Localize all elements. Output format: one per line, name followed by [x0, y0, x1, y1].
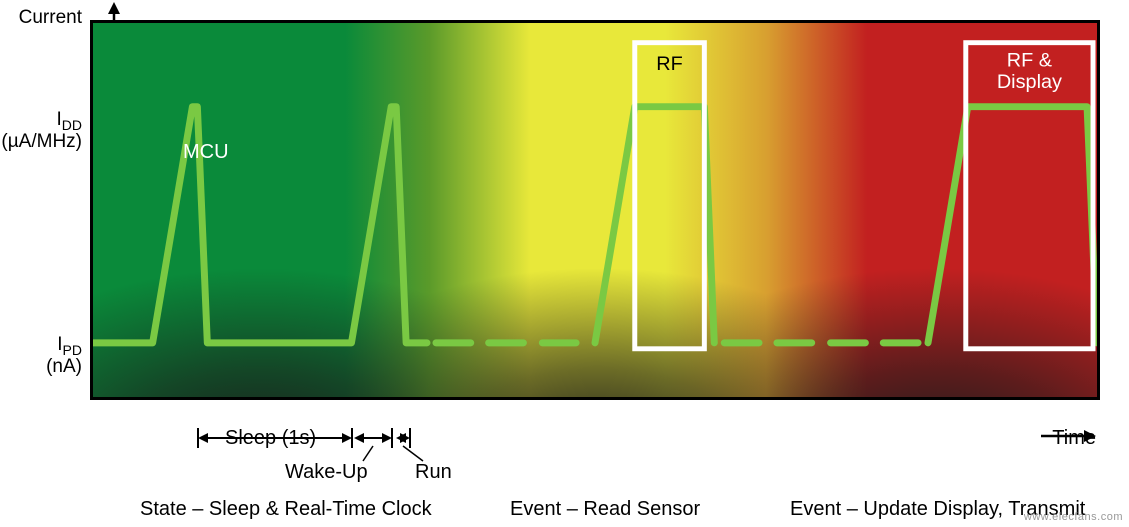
caption-sensor: Event – Read Sensor: [510, 498, 700, 521]
diagram-container: Current IDD (µA/MHz) IPD (nA) RF RF &Disp…: [0, 0, 1129, 527]
sleep-label: Sleep (1s): [225, 427, 316, 450]
y-axis-title: Current: [19, 7, 82, 28]
ipd-unit: (nA): [46, 357, 82, 378]
watermark: www.elecfans.com: [1024, 511, 1123, 523]
svg-text:Display: Display: [997, 71, 1062, 93]
x-axis-arrow-dummy: [1096, 433, 1129, 447]
svg-text:RF: RF: [656, 53, 682, 75]
run-label: Run: [415, 461, 452, 484]
idd-unit: (µA/MHz): [1, 132, 82, 153]
wakeup-label: Wake-Up: [285, 461, 368, 484]
x-axis-title-row: Time: [1052, 427, 1096, 450]
caption-sleep: State – Sleep & Real-Time Clock: [140, 498, 432, 521]
y-axis-labels: Current IDD (µA/MHz) IPD (nA): [0, 0, 90, 527]
y-axis-title-row: Current: [19, 8, 82, 29]
svg-text:RF &: RF &: [1007, 49, 1052, 71]
mcu-label: MCU: [183, 141, 229, 164]
chart-area: RF RF &Display MCU: [90, 20, 1100, 400]
ipd-label: IPD: [57, 335, 82, 358]
x-axis-title: Time: [1052, 427, 1096, 449]
plot-svg: RF RF &Display: [93, 23, 1097, 397]
idd-label: IDD: [56, 110, 82, 133]
